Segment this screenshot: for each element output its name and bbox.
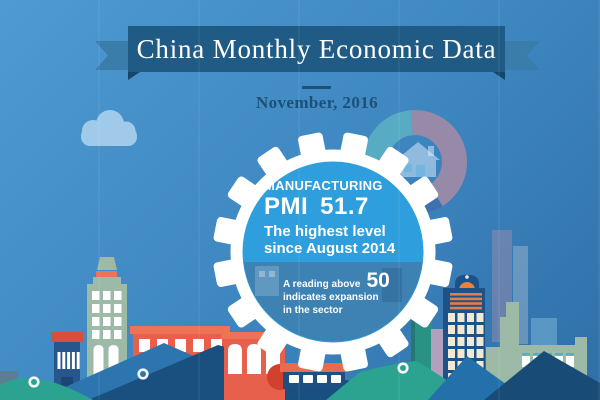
highlight-line-2: since August 2014	[264, 239, 396, 257]
note-line-3: in the sector	[283, 305, 343, 316]
note-prefix: A reading above	[283, 279, 361, 290]
gear-headline: MANUFACTURING PMI 51.7 The highest level…	[264, 179, 434, 257]
house-icon	[396, 142, 440, 177]
banner: China Monthly Economic Data	[128, 26, 505, 72]
page-title: China Monthly Economic Data	[136, 33, 497, 64]
hills-foreground	[0, 351, 600, 400]
bolt-icons	[28, 362, 409, 388]
date-divider	[302, 86, 331, 89]
category-label: MANUFACTURING	[264, 178, 383, 193]
highlight-line-1: The highest level	[264, 223, 386, 240]
gear-shape	[213, 132, 453, 372]
donut-segment-mauve	[410, 110, 468, 207]
gear-inner-silhouettes	[255, 266, 402, 302]
date-label: November, 2016	[255, 93, 379, 112]
pmi-row: PMI 51.7	[264, 194, 434, 220]
metric-value: 51.7	[320, 193, 369, 220]
note-line-2: indicates expansion	[283, 292, 379, 303]
metric-label: PMI	[264, 193, 309, 220]
gear-note: A reading above 50 indicates expansion i…	[283, 270, 428, 317]
cloud-icon	[81, 110, 137, 146]
teal-hill-left	[0, 378, 93, 400]
mountain-right-navy	[484, 351, 600, 400]
date-row: November, 2016	[17, 93, 600, 113]
note-threshold: 50	[366, 269, 390, 292]
title-ribbon	[95, 26, 540, 80]
